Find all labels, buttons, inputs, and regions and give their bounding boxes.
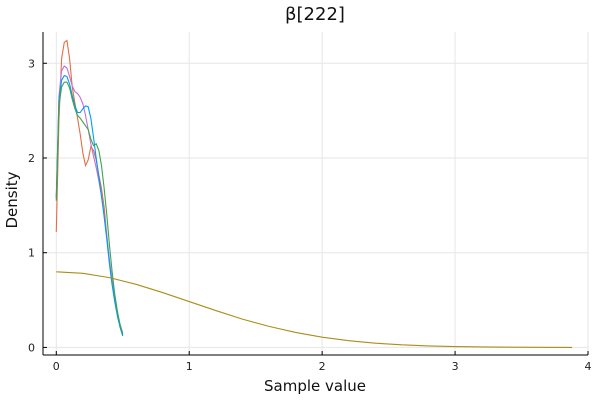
x-tick-label-4: 4 <box>585 360 592 373</box>
y-tick-label-3: 3 <box>28 57 35 70</box>
density-line-3 <box>55 74 124 337</box>
series-lines <box>55 39 573 348</box>
grid <box>43 32 589 355</box>
density-line-2 <box>55 65 124 334</box>
density-line-5 <box>56 271 573 348</box>
x-tick-label-3: 3 <box>452 360 459 373</box>
x-axis-label: Sample value <box>264 377 366 395</box>
x-tick-label-2: 2 <box>319 360 326 373</box>
axes <box>42 32 589 356</box>
tick-labels: 0 1 2 3 4 0 1 2 3 <box>28 57 592 373</box>
y-tick-label-0: 0 <box>28 341 35 354</box>
density-line-4 <box>55 81 124 335</box>
chart-title: β[222] <box>285 4 345 25</box>
y-axis-label: Density <box>3 171 21 228</box>
x-tick-label-0: 0 <box>53 360 60 373</box>
y-tick-label-2: 2 <box>28 152 35 165</box>
y-tick-label-1: 1 <box>28 247 35 260</box>
x-tick-label-1: 1 <box>186 360 193 373</box>
